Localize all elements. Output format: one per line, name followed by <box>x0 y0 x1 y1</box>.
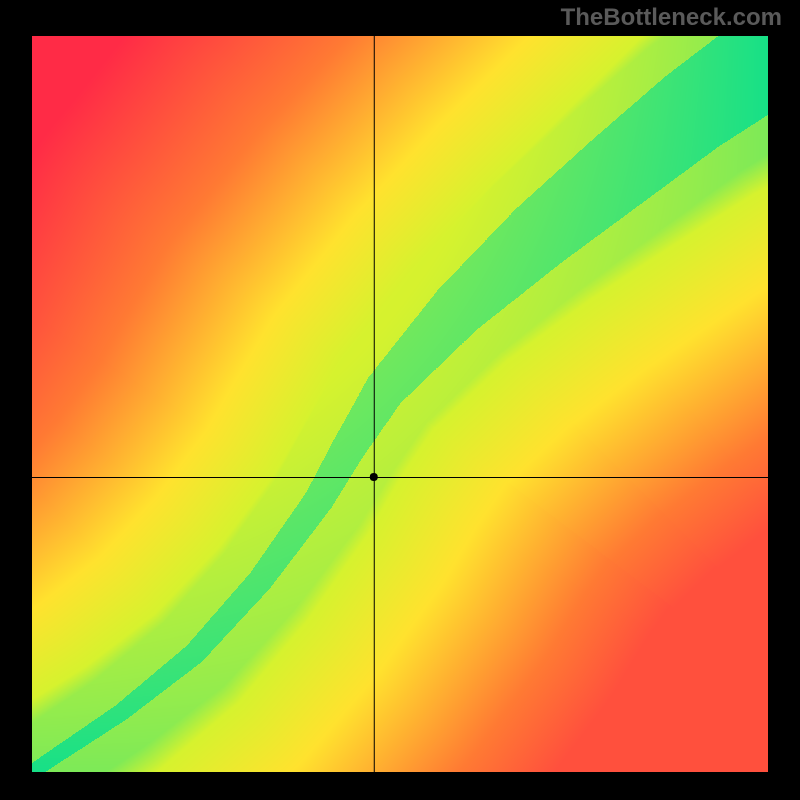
plot-area <box>32 36 768 772</box>
heatmap-canvas <box>32 36 768 772</box>
watermark-text: TheBottleneck.com <box>561 4 782 32</box>
chart-container: TheBottleneck.com <box>0 0 800 800</box>
